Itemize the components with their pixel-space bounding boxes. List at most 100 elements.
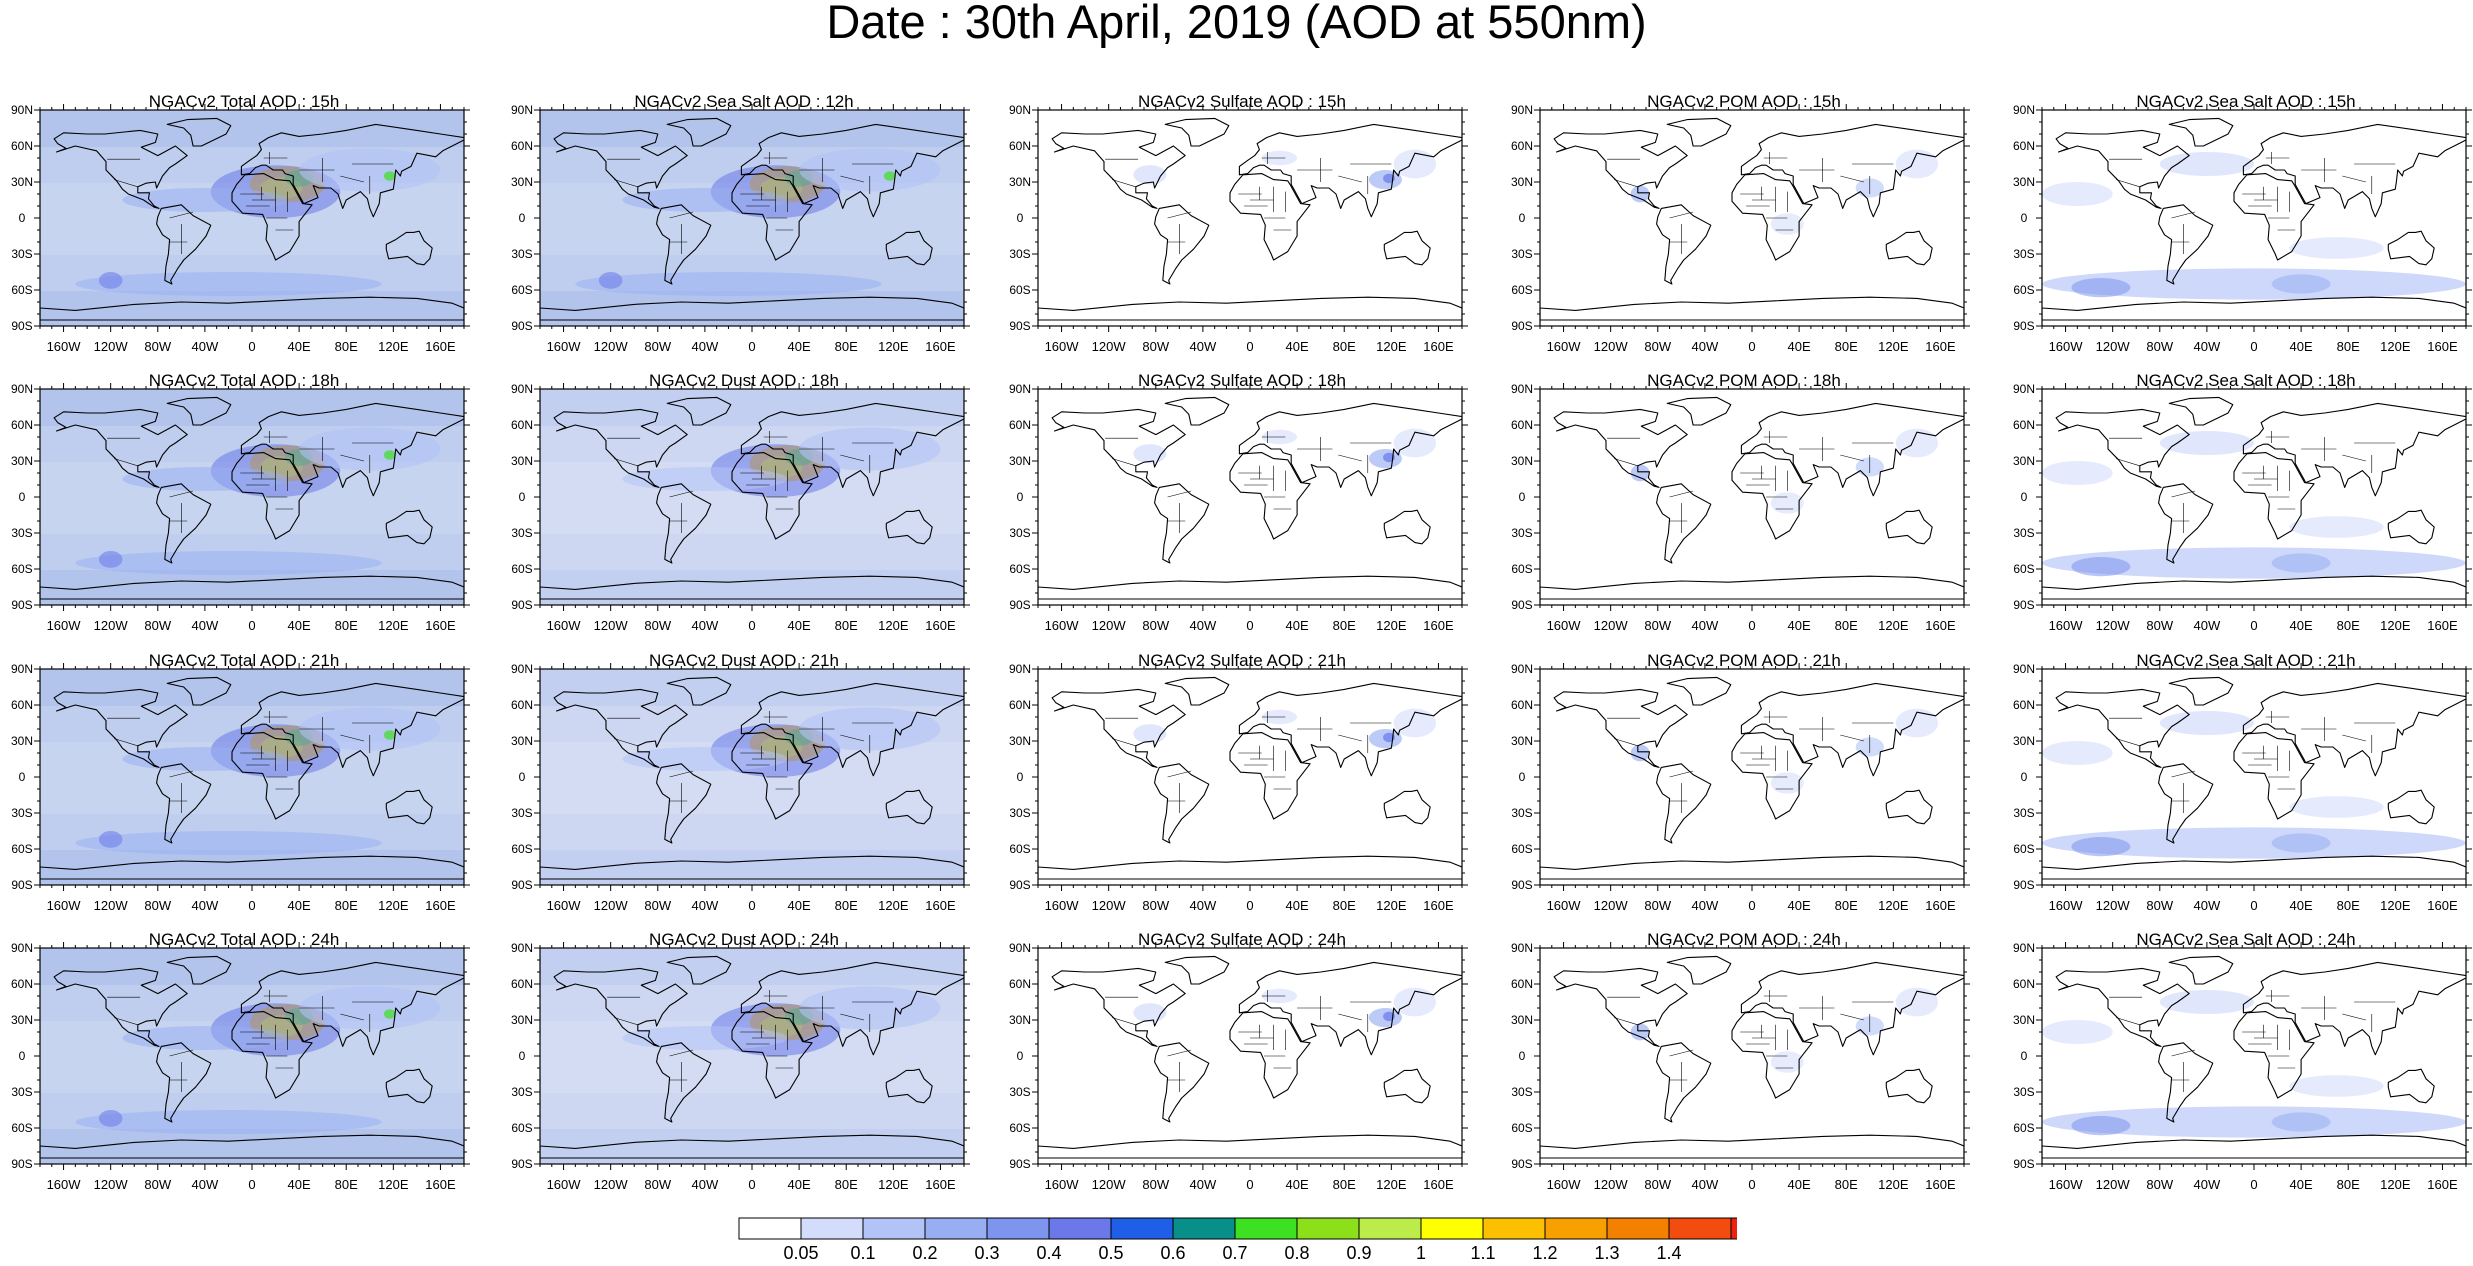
- lon-tick-label: 0: [748, 898, 755, 913]
- aod-band: [540, 849, 964, 885]
- lat-tick-label: 0: [19, 211, 26, 225]
- world-map: 160W 120W 80W 40W 0 40E 80E 120E 160E 90N 60N 30N 0 3…: [11, 103, 470, 354]
- coastline-africa: [1731, 1011, 1813, 1099]
- aod-plume: [1393, 149, 1437, 179]
- aod-band: [540, 1128, 964, 1164]
- lon-tick-label: 120E: [1878, 618, 1909, 633]
- lat-tick-label: 0: [19, 770, 26, 784]
- colorbar-swatch: [738, 1217, 802, 1240]
- coastline-antarctica: [1038, 296, 1462, 321]
- coastline-africa: [2233, 173, 2315, 261]
- world-map: 160W 120W 80W 40W 0 40E 80E 120E 160E 90N 60N 30N 0 3…: [2013, 382, 2472, 633]
- country-border: [1112, 738, 1136, 747]
- coastlines: [2042, 117, 2466, 321]
- lat-tick-label: 90S: [2013, 878, 2034, 892]
- aod-plume: [98, 551, 123, 568]
- lon-tick-label: 160E: [2427, 339, 2458, 354]
- lon-tick-label: 40W: [2194, 339, 2221, 354]
- coastline-australia: [385, 789, 433, 825]
- panel-title: NGACv2 Total AOD : 21h: [148, 651, 340, 670]
- lat-tick-label: 30N: [1009, 175, 1031, 189]
- lon-tick-label: 80E: [335, 618, 358, 633]
- aod-band: [540, 948, 964, 985]
- colorbar-swatch: [862, 1217, 926, 1240]
- lon-tick-label: 0: [1246, 898, 1253, 913]
- lat-tick-label: 90N: [11, 941, 33, 955]
- aod-plume: [2271, 553, 2331, 573]
- lon-tick-label: 160E: [2427, 618, 2458, 633]
- coastline-greenland: [2168, 955, 2234, 985]
- map-frame: [34, 104, 470, 332]
- map-panel: NGACv2 Dust AOD : 21h 160W 120W 80W 40W 0 40E 8…: [500, 651, 1000, 913]
- coastline-greenland: [166, 396, 232, 426]
- aod-plume: [1630, 185, 1650, 203]
- aod-plume: [2042, 461, 2113, 485]
- lon-tick-label: 40E: [788, 1177, 811, 1192]
- lat-tick-label: 60S: [2013, 283, 2034, 297]
- coastline-greenland: [1164, 396, 1230, 426]
- coastline-southAm: [156, 204, 212, 285]
- lon-tick-label: 80W: [1644, 339, 1671, 354]
- lat-tick-label: 90S: [1511, 878, 1532, 892]
- coastline-southAm: [156, 483, 212, 564]
- lon-tick-label: 0: [1748, 1177, 1755, 1192]
- country-border: [1167, 490, 1192, 498]
- coastline-eurasia: [240, 961, 464, 1056]
- lon-tick-label: 80W: [1142, 618, 1169, 633]
- coastline-eurasia: [740, 402, 964, 497]
- country-border: [169, 770, 194, 778]
- aod-band: [540, 1092, 964, 1129]
- lon-tick-label: 160W: [1045, 618, 1080, 633]
- lon-tick-label: 80W: [644, 618, 671, 633]
- lat-tick-label: 90S: [11, 1157, 32, 1171]
- lon-tick-label: 40W: [1692, 339, 1719, 354]
- lon-tick-label: 80W: [2146, 339, 2173, 354]
- aod-band: [540, 777, 964, 814]
- lon-tick-label: 0: [748, 339, 755, 354]
- lon-tick-label: 80E: [835, 618, 858, 633]
- panel-title: NGACv2 Sulfate AOD : 18h: [1138, 371, 1346, 390]
- lat-tick-label: 60S: [1511, 1121, 1532, 1135]
- lon-tick-label: 120E: [2380, 618, 2411, 633]
- lon-tick-label: 80E: [1333, 339, 1356, 354]
- lat-tick-label: 90N: [2013, 662, 2035, 676]
- lon-tick-label: 0: [2250, 898, 2257, 913]
- lon-tick-label: 40W: [1190, 339, 1217, 354]
- lat-tick-label: 90N: [511, 662, 533, 676]
- coastline-africa: [1229, 1011, 1311, 1099]
- lat-tick-label: 30S: [1511, 806, 1532, 820]
- coastline-africa: [1731, 732, 1813, 820]
- coastline-northAm: [1051, 967, 1186, 1047]
- lon-tick-label: 80W: [1644, 898, 1671, 913]
- aod-plume: [299, 986, 441, 1030]
- coastline-eurasia: [1238, 123, 1462, 218]
- lon-tick-label: 80E: [835, 898, 858, 913]
- coastline-greenland: [2168, 676, 2234, 706]
- lat-tick-label: 30S: [1009, 806, 1030, 820]
- lon-tick-label: 40W: [2194, 1177, 2221, 1192]
- lat-tick-label: 60N: [1009, 418, 1031, 432]
- lon-tick-label: 120E: [878, 898, 909, 913]
- aod-plume: [1630, 744, 1650, 762]
- world-map: 160W 120W 80W 40W 0 40E 80E 120E 160E 90N 60N 30N 0 3…: [2013, 103, 2472, 354]
- aod-plume: [75, 551, 382, 575]
- world-map: 160W 120W 80W 40W 0 40E 80E 120E 160E 90N 60N 30N 0 3…: [1511, 103, 1970, 354]
- lat-tick-label: 30N: [11, 454, 33, 468]
- lat-tick-label: 60S: [1009, 562, 1030, 576]
- lon-tick-label: 40W: [1692, 898, 1719, 913]
- aod-plume: [2271, 1112, 2331, 1132]
- world-map: 160W 120W 80W 40W 0 40E 80E 120E 160E 90N 60N 30N 0 3…: [511, 382, 970, 633]
- aod-plume: [2071, 837, 2131, 857]
- aod-field: [1630, 428, 1939, 514]
- lon-tick-label: 120W: [1092, 898, 1127, 913]
- colorbar-label: 0.6: [1160, 1243, 1185, 1261]
- coastline-greenland: [1164, 676, 1230, 706]
- coastline-eurasia: [1740, 402, 1964, 497]
- lon-tick-label: 80W: [144, 1177, 171, 1192]
- colorbar-swatch: [1668, 1217, 1732, 1240]
- aod-plume: [1383, 173, 1395, 184]
- lat-tick-label: 30S: [511, 247, 532, 261]
- country-border: [2116, 1017, 2140, 1026]
- lon-tick-label: 80E: [1333, 618, 1356, 633]
- coastline-eurasia: [1740, 123, 1964, 218]
